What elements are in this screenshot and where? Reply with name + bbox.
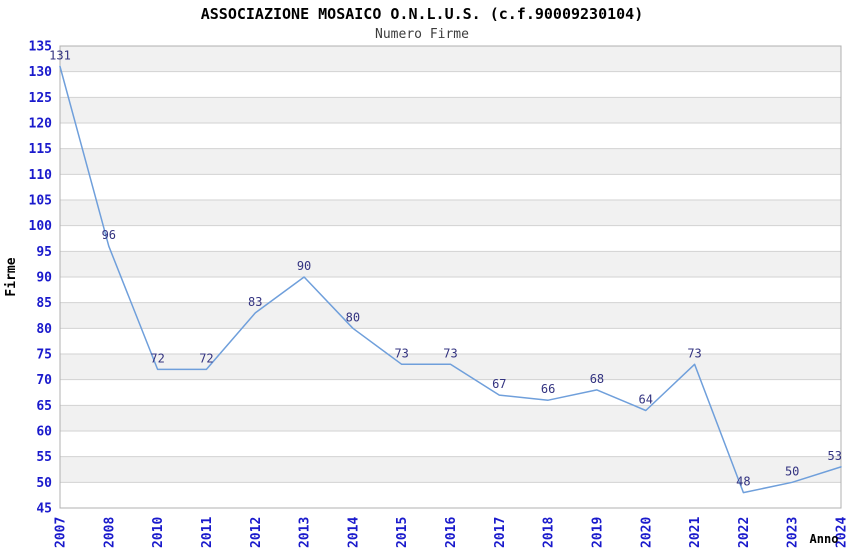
- x-tick-label: 2018: [542, 517, 557, 548]
- data-point-label: 80: [346, 310, 360, 324]
- data-point-label: 50: [785, 464, 799, 478]
- y-tick-label: 75: [36, 348, 52, 363]
- x-tick-label: 2011: [200, 517, 215, 548]
- plot-band: [60, 456, 841, 483]
- data-point-label: 96: [102, 228, 116, 242]
- y-tick-label: 115: [29, 142, 52, 157]
- x-tick-label: 2020: [639, 517, 654, 548]
- chart-subtitle: Numero Firme: [375, 27, 469, 42]
- series-line: [59, 65, 842, 494]
- plot-band: [60, 97, 841, 123]
- data-point-label: 67: [492, 377, 506, 391]
- x-tick-label: 2012: [249, 517, 264, 548]
- data-point-label: 73: [443, 346, 457, 360]
- x-tick-label: 2014: [346, 517, 361, 548]
- data-point-label: 72: [199, 351, 213, 365]
- y-tick-label: 110: [29, 168, 53, 183]
- plot-band: [60, 148, 841, 175]
- plot-border: [59, 45, 842, 509]
- plot-band: [60, 200, 841, 226]
- y-tick-label: 45: [36, 502, 52, 517]
- data-point-label: 131: [49, 49, 71, 63]
- plot-band: [60, 302, 841, 329]
- x-tick-label: 2016: [444, 517, 459, 548]
- x-tick-label: 2022: [737, 517, 752, 548]
- data-point-label: 72: [150, 351, 164, 365]
- y-tick-label: 70: [36, 373, 52, 388]
- y-tick-label: 50: [36, 476, 52, 491]
- x-axis-title: Anno: [810, 532, 839, 546]
- y-tick-label: 100: [29, 219, 53, 234]
- x-tick-label: 2008: [102, 517, 117, 548]
- x-tick-label: 2017: [493, 517, 508, 548]
- y-tick-label: 135: [29, 40, 52, 55]
- data-point-label: 48: [736, 475, 750, 489]
- y-tick-label: 105: [29, 194, 52, 209]
- data-point-label: 90: [297, 259, 311, 273]
- y-tick-label: 125: [29, 91, 52, 106]
- data-point-label: 66: [541, 382, 555, 396]
- plot-band: [60, 405, 841, 431]
- y-tick-label: 65: [36, 399, 52, 414]
- y-tick-label: 55: [36, 450, 52, 465]
- y-tick-label: 130: [29, 65, 53, 80]
- x-tick-label: 2019: [590, 517, 605, 548]
- y-tick-label: 95: [36, 245, 52, 260]
- data-point-label: 73: [394, 346, 408, 360]
- y-tick-label: 60: [36, 425, 52, 440]
- plot-band: [60, 354, 841, 380]
- x-tick-label: 2021: [688, 517, 703, 548]
- plot-band: [60, 251, 841, 277]
- data-point-label: 53: [828, 449, 842, 463]
- plot-band: [60, 46, 841, 72]
- y-tick-label: 80: [36, 322, 52, 337]
- x-tick-label: 2015: [395, 517, 410, 548]
- data-point-label: 68: [590, 372, 604, 386]
- y-axis-title: Firme: [4, 257, 19, 296]
- data-point-label: 83: [248, 295, 262, 309]
- x-tick-label: 2023: [786, 517, 801, 548]
- data-point-label: 64: [639, 392, 653, 406]
- x-tick-label: 2007: [54, 517, 69, 548]
- y-tick-label: 85: [36, 296, 52, 311]
- x-tick-label: 2013: [298, 517, 313, 548]
- data-point-label: 73: [687, 346, 701, 360]
- x-tick-label: 2024: [835, 517, 850, 548]
- x-tick-label: 2010: [151, 517, 166, 548]
- y-tick-label: 90: [36, 271, 52, 286]
- chart-title: ASSOCIAZIONE MOSAICO O.N.L.U.S. (c.f.900…: [200, 5, 644, 23]
- y-tick-label: 120: [29, 117, 53, 132]
